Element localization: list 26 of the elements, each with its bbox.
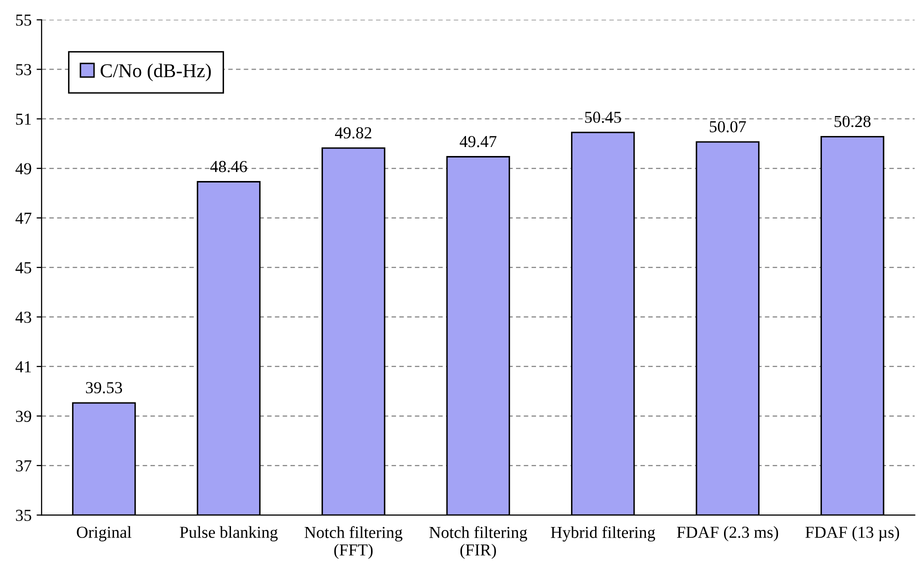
data-label: 50.07 xyxy=(710,121,746,132)
data-label: 50.45 xyxy=(585,112,622,123)
y-tick-label: 43 xyxy=(16,312,32,323)
y-tick-label: 37 xyxy=(16,460,32,472)
y-tick-label: 49 xyxy=(16,163,32,174)
y-tick-label: 45 xyxy=(16,262,32,274)
x-tick-label: Original xyxy=(76,526,132,542)
data-label: 49.47 xyxy=(460,136,496,148)
x-tick-label: Pulse blanking xyxy=(180,526,278,542)
x-tick-label: FDAF (2.3 ms) xyxy=(676,526,778,542)
x-tick-label: FDAF (13 µs) xyxy=(805,526,900,542)
y-tick-label: 53 xyxy=(16,64,32,76)
x-tick-label: Notch filtering (FFT) xyxy=(304,526,402,559)
data-label: 48.46 xyxy=(210,160,247,172)
y-tick-label: 41 xyxy=(16,361,31,372)
y-tick-label: 39 xyxy=(16,410,32,422)
x-tick-label: Notch filtering (FIR) xyxy=(429,526,528,559)
y-tick-label: 35 xyxy=(16,510,32,522)
legend-label: C/No (dB-Hz) xyxy=(100,64,211,82)
y-tick-label: 55 xyxy=(16,14,32,26)
y-tick-label: 47 xyxy=(16,212,32,224)
data-label: 49.82 xyxy=(335,127,372,139)
y-tick-label: 51 xyxy=(16,114,31,125)
data-label: 50.28 xyxy=(834,116,871,128)
x-tick-label: Hybrid filtering xyxy=(550,526,656,542)
data-label: 39.53 xyxy=(86,382,122,394)
